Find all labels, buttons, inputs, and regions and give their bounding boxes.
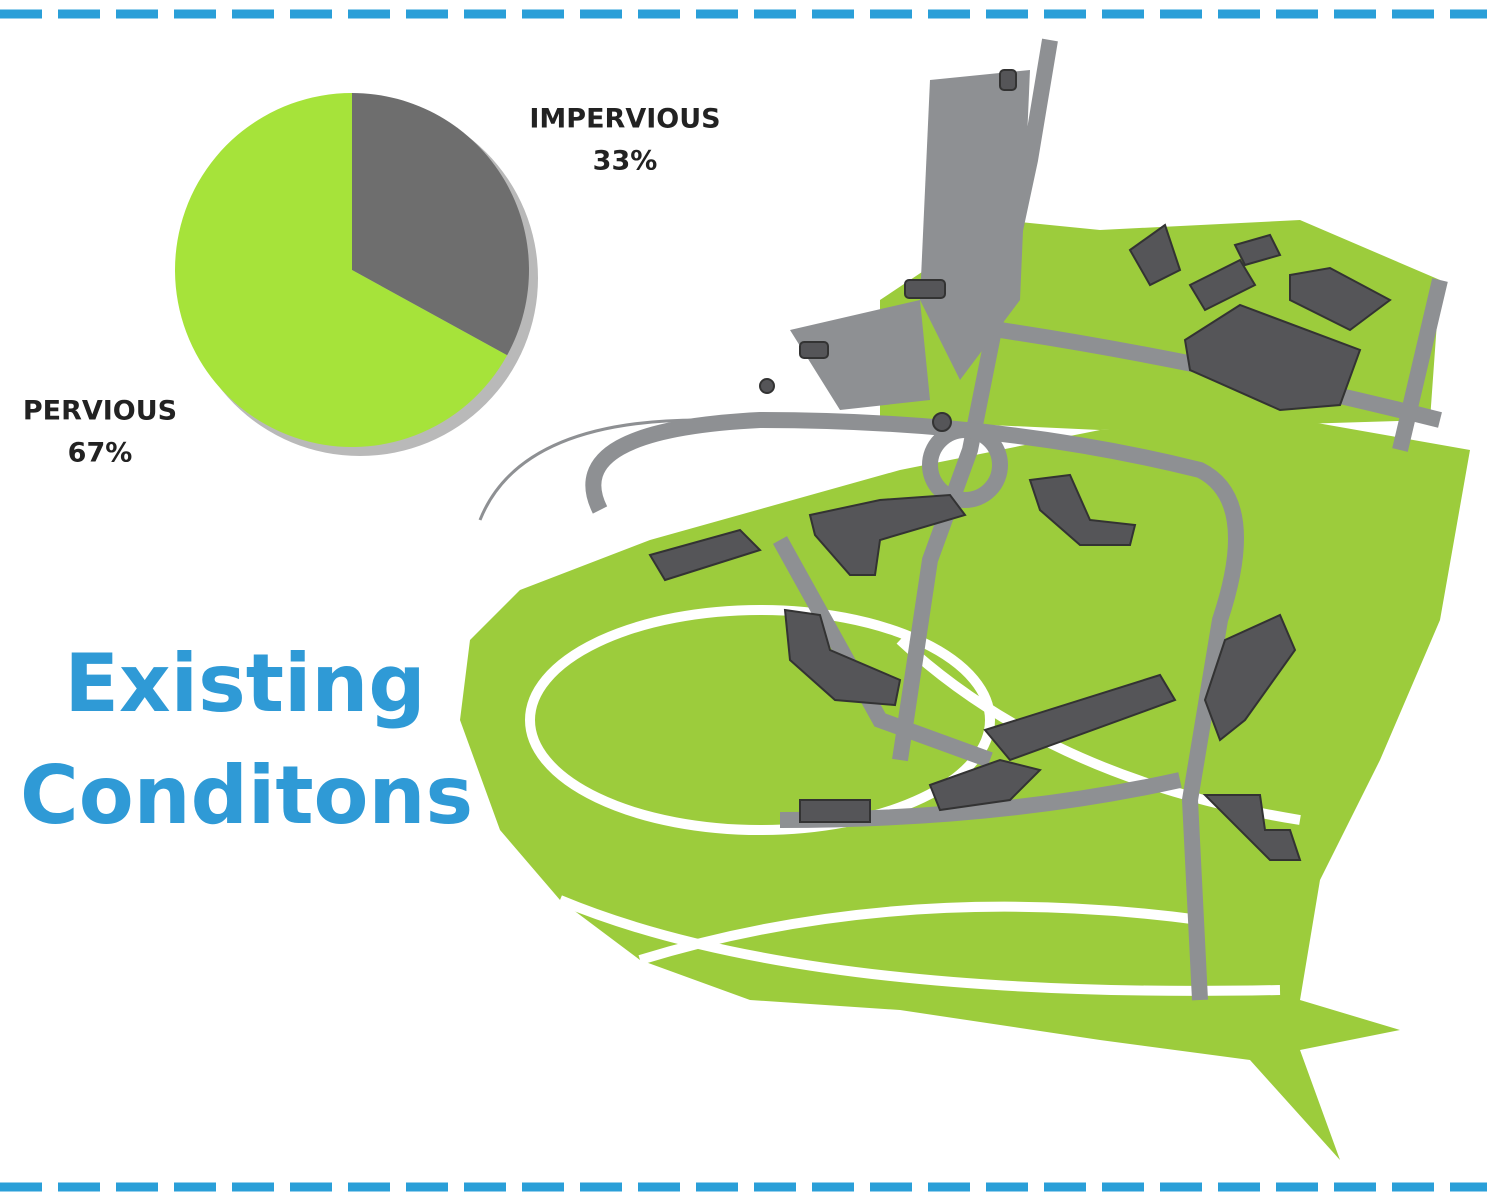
chart-title: Existing Conditons	[20, 637, 474, 842]
pie	[175, 93, 529, 447]
trail	[478, 418, 701, 521]
pie-labels: IMPERVIOUS 33% PERVIOUS 67%	[23, 104, 721, 469]
parking	[920, 70, 1030, 380]
pie-slice	[175, 93, 508, 447]
parking-west	[790, 300, 930, 410]
pie-slice	[352, 93, 529, 356]
slice-name: PERVIOUS	[23, 396, 177, 427]
buildings	[648, 69, 1392, 861]
campus-map	[460, 38, 1470, 1160]
slice-value: 33%	[593, 146, 658, 177]
slice-name: IMPERVIOUS	[529, 104, 720, 135]
slice-value: 67%	[68, 438, 133, 469]
